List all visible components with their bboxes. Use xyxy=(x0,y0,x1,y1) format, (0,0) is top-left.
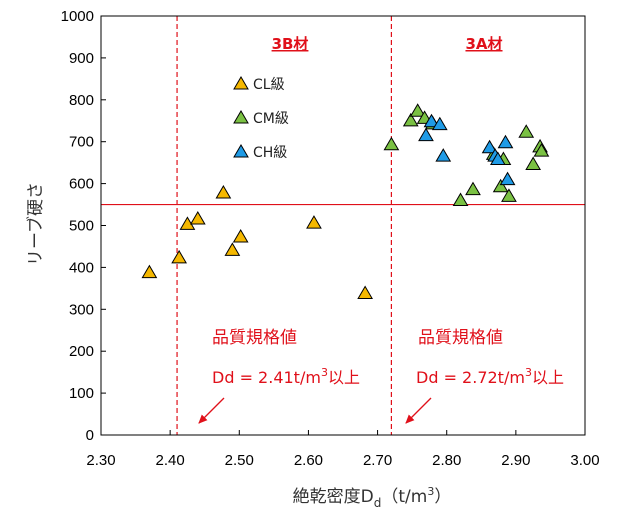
point-cl xyxy=(171,249,188,264)
point-cl xyxy=(306,215,322,229)
x-tick-label: 2.60 xyxy=(294,452,323,469)
point-ch xyxy=(418,127,434,142)
y-tick-label: 700 xyxy=(69,134,94,151)
annotation-right-arrow xyxy=(405,397,432,424)
point-cl xyxy=(215,184,232,199)
annotation-right-prefix: Dd = 2.72t/m xyxy=(416,368,525,387)
point-cl xyxy=(189,210,206,225)
annotation-right-value: Dd = 2.72t/m3以上 xyxy=(416,366,564,387)
legend-marker-cm xyxy=(233,110,249,124)
point-cm xyxy=(492,178,509,193)
x-tick-label: 2.70 xyxy=(363,452,392,469)
point-cl xyxy=(224,242,241,256)
x-axis-title-sup: 3 xyxy=(427,485,434,498)
y-tick-label: 400 xyxy=(69,259,94,276)
y-tick-label: 600 xyxy=(69,176,94,193)
data-points xyxy=(141,103,550,300)
annotation-left-arrow xyxy=(198,397,225,424)
annotation-left-value: Dd = 2.41t/m3以上 xyxy=(212,366,360,387)
legend-marker-ch xyxy=(233,144,249,158)
x-tick-label: 2.40 xyxy=(156,452,185,469)
annotation-left-label: 品質規格値 xyxy=(212,328,297,348)
point-ch xyxy=(435,148,452,162)
point-cm xyxy=(383,136,400,151)
x-axis: 2.30 2.40 2.50 2.60 2.70 2.80 2.90 3.00 xyxy=(86,430,600,469)
legend-item-ch: CH級 xyxy=(233,144,287,161)
point-cl xyxy=(141,264,158,279)
x-axis-title-sub: d xyxy=(374,496,382,510)
annotation-right-suffix: 以上 xyxy=(532,368,564,387)
legend-marker-cl xyxy=(233,76,249,90)
point-cm xyxy=(501,188,517,202)
legend-item-cm: CM級 xyxy=(233,110,289,127)
point-cl xyxy=(357,285,373,300)
reference-lines xyxy=(101,16,585,435)
point-cm xyxy=(465,181,481,196)
point-cm xyxy=(525,156,542,170)
region-label-3a: 3A材 xyxy=(465,35,502,53)
annotation-left-prefix: Dd = 2.41t/m xyxy=(212,368,321,387)
y-tick-label: 900 xyxy=(69,50,94,67)
y-tick-label: 0 xyxy=(86,427,94,444)
annotation-right-label: 品質規格値 xyxy=(418,328,503,348)
y-tick-label: 100 xyxy=(69,385,94,402)
y-axis-title: リーブ硬さ xyxy=(25,182,46,266)
annotation-right: 品質規格値 Dd = 2.72t/m3以上 xyxy=(405,328,564,424)
point-ch xyxy=(490,151,506,165)
y-tick-label: 200 xyxy=(69,343,94,360)
point-ch xyxy=(431,116,448,131)
region-label-3b: 3B材 xyxy=(272,35,309,53)
x-axis-title-close: ） xyxy=(434,487,451,507)
y-tick-label: 300 xyxy=(69,301,94,318)
point-cm xyxy=(402,112,419,127)
point-ch xyxy=(481,139,498,154)
x-tick-label: 3.00 xyxy=(570,452,599,469)
x-tick-label: 2.30 xyxy=(86,452,115,469)
y-tick-label: 500 xyxy=(69,218,94,235)
x-axis-title-main: 絶乾密度D xyxy=(293,487,374,507)
x-tick-label: 2.90 xyxy=(501,452,530,469)
annotation-left: 品質規格値 Dd = 2.41t/m3以上 xyxy=(198,328,360,424)
point-cm xyxy=(533,143,550,157)
x-tick-label: 2.50 xyxy=(225,452,254,469)
point-cm xyxy=(518,124,535,138)
y-axis: 0 100 200 300 400 500 600 700 800 900 1000 xyxy=(61,8,106,444)
legend-label-ch: CH級 xyxy=(253,145,287,161)
annotation-right-sup: 3 xyxy=(525,366,532,379)
point-cm xyxy=(409,103,426,117)
point-ch xyxy=(423,113,440,128)
legend-item-cl: CL級 xyxy=(233,76,285,93)
annotation-left-suffix: 以上 xyxy=(328,368,360,387)
x-axis-title-open: （t/m xyxy=(381,487,427,507)
y-tick-label: 800 xyxy=(69,92,94,109)
legend: CL級 CM級 CH級 xyxy=(233,76,289,161)
point-ch xyxy=(497,134,514,149)
x-tick-label: 2.80 xyxy=(432,452,461,469)
y-tick-label: 1000 xyxy=(61,8,94,25)
legend-label-cl: CL級 xyxy=(253,77,285,93)
annotation-left-sup: 3 xyxy=(321,366,328,379)
point-cl xyxy=(232,228,249,243)
point-cm xyxy=(452,192,469,207)
x-axis-title: 絶乾密度Dd（t/m3） xyxy=(293,485,452,510)
legend-label-cm: CM級 xyxy=(253,111,289,127)
point-ch xyxy=(499,171,516,186)
